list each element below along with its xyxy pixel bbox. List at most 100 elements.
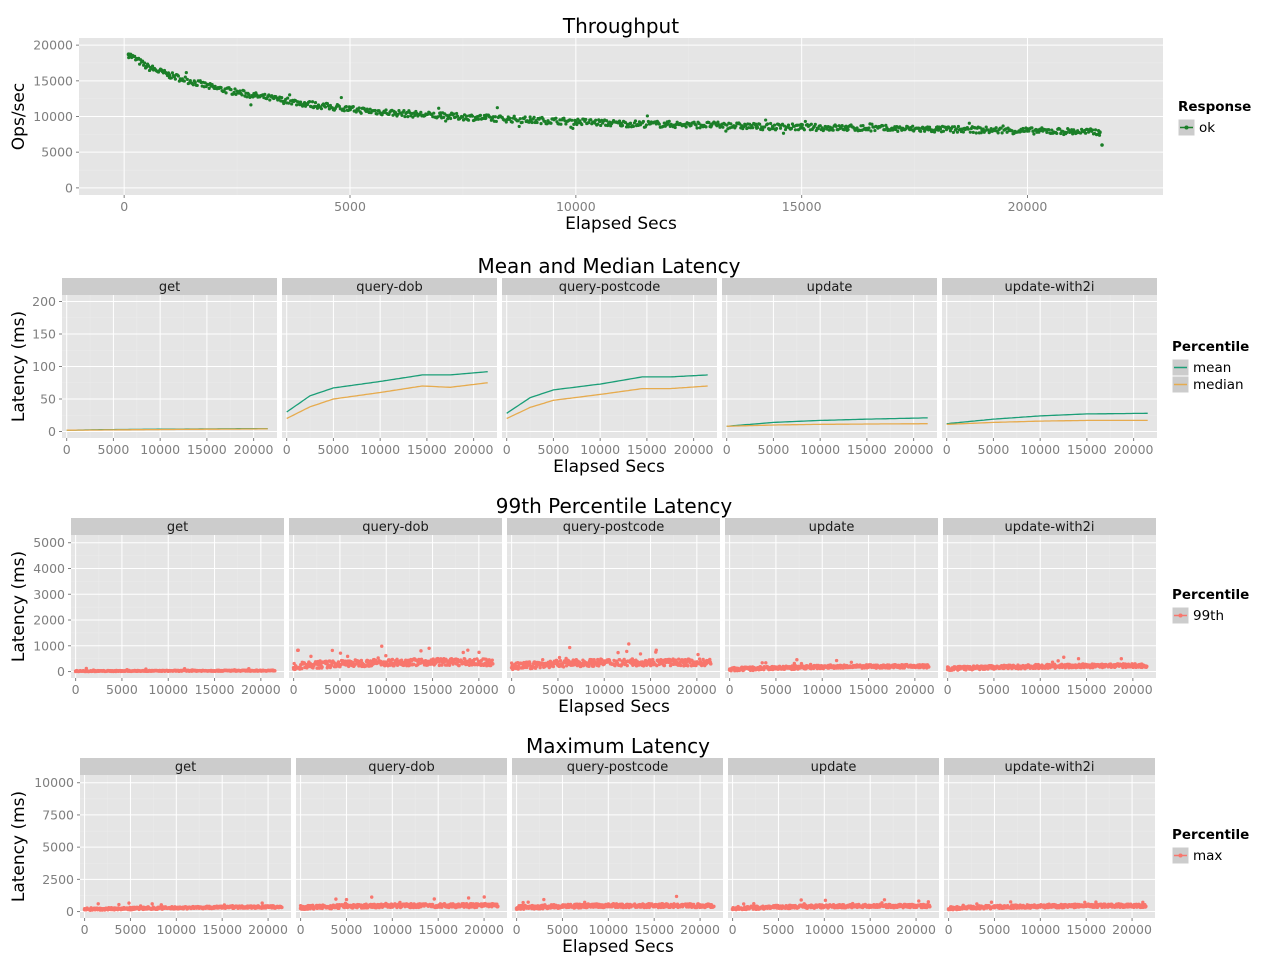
- scatter-point: [273, 669, 276, 672]
- scatter-point: [194, 81, 197, 84]
- x-tick-label: 10000: [802, 682, 842, 697]
- scatter-point: [511, 121, 514, 124]
- scatter-point: [627, 125, 630, 128]
- x-tick-label: 15000: [407, 442, 447, 457]
- panel-background: [71, 535, 284, 678]
- scatter-point: [764, 118, 767, 121]
- x-tick-label: 5000: [760, 682, 792, 697]
- scatter-point: [782, 132, 785, 135]
- scatter-point: [975, 131, 978, 134]
- facet-label: get: [167, 520, 188, 535]
- x-tick-label: 15000: [782, 199, 822, 214]
- scatter-point: [391, 114, 394, 117]
- scatter-point: [219, 86, 222, 89]
- scatter-point: [519, 117, 522, 120]
- scatter-point: [249, 103, 252, 106]
- y-tick-label: 150: [32, 327, 56, 342]
- x-tick-label: 5000: [542, 682, 574, 697]
- scatter-point: [479, 114, 482, 117]
- x-tick-label: 5000: [763, 922, 795, 937]
- scatter-point: [835, 125, 838, 128]
- chart-title: Mean and Median Latency: [478, 254, 741, 278]
- facet-label: get: [159, 280, 180, 295]
- y-tick-label: 200: [32, 294, 56, 309]
- scatter-point: [167, 71, 170, 74]
- scatter-point: [403, 115, 406, 118]
- facet-label: get: [175, 760, 196, 775]
- scatter-point: [183, 79, 186, 82]
- scatter-point: [484, 117, 487, 120]
- scatter-point: [873, 129, 876, 132]
- scatter-point: [773, 123, 776, 126]
- facet-label: query-postcode: [563, 520, 664, 535]
- scatter-point: [174, 78, 177, 81]
- scatter-point: [380, 645, 383, 648]
- scatter-point: [177, 74, 180, 77]
- x-tick-label: 10000: [1020, 442, 1060, 457]
- scatter-point: [646, 114, 649, 117]
- x-tick-label: 5000: [978, 442, 1010, 457]
- scatter-point: [850, 661, 853, 664]
- legend-title: Percentile: [1172, 587, 1249, 603]
- scatter-point: [314, 101, 317, 104]
- legend: Percentile 99th: [1172, 587, 1249, 624]
- scatter-point: [436, 115, 439, 118]
- scatter-point: [704, 125, 707, 128]
- panel-background: [296, 775, 507, 918]
- legend-label: mean: [1193, 360, 1231, 376]
- scatter-point: [605, 119, 608, 122]
- legend-label: 99th: [1193, 608, 1224, 624]
- scatter-point: [391, 658, 394, 661]
- x-tick-label: 10000: [556, 199, 596, 214]
- scatter-point: [968, 122, 971, 125]
- scatter-point: [571, 127, 574, 130]
- scatter-point: [642, 120, 645, 123]
- legend-label: ok: [1199, 120, 1215, 136]
- scatter-point: [402, 109, 405, 112]
- x-tick-label: 0: [63, 442, 71, 457]
- scatter-point: [483, 895, 486, 898]
- x-tick-label: 0: [120, 199, 128, 214]
- x-tick-label: 5000: [538, 442, 570, 457]
- x-tick-label: 10000: [156, 922, 196, 937]
- scatter-point: [967, 128, 970, 131]
- legend-title: Percentile: [1172, 339, 1249, 355]
- scatter-point: [529, 115, 532, 118]
- y-tick-label: 0: [48, 424, 56, 439]
- x-tick-label: 5000: [98, 442, 130, 457]
- scatter-point: [539, 122, 542, 125]
- panel-background: [289, 535, 502, 678]
- scatter-point: [685, 125, 688, 128]
- chart-title: 99th Percentile Latency: [496, 494, 733, 518]
- y-tick-label: 10000: [34, 775, 74, 790]
- y-tick-label: 0: [66, 904, 74, 919]
- scatter-point: [352, 105, 355, 108]
- scatter-point: [1030, 126, 1033, 129]
- x-tick-label: 5000: [334, 199, 366, 214]
- y-axis-label: Latency (ms): [9, 311, 29, 422]
- scatter-point: [632, 125, 635, 128]
- x-tick-label: 0: [503, 442, 511, 457]
- scatter-point: [308, 100, 311, 103]
- scatter-point: [824, 899, 827, 902]
- x-tick-label: 5000: [324, 682, 356, 697]
- scatter-point: [621, 124, 624, 127]
- scatter-point: [707, 121, 710, 124]
- x-tick-label: 10000: [584, 682, 624, 697]
- scatter-point: [521, 121, 524, 124]
- scatter-point: [340, 96, 343, 99]
- x-tick-label: 20000: [464, 922, 504, 937]
- x-tick-label: 5000: [758, 442, 790, 457]
- scatter-point: [769, 122, 772, 125]
- scatter-point: [997, 131, 1000, 134]
- facet-label: query-postcode: [559, 280, 660, 295]
- x-tick-label: 20000: [1113, 682, 1153, 697]
- x-tick-label: 20000: [454, 442, 494, 457]
- scatter-point: [345, 898, 348, 901]
- scatter-point: [437, 107, 440, 110]
- scatter-point: [1032, 132, 1035, 135]
- scatter-point: [729, 122, 732, 125]
- scatter-point: [552, 665, 555, 668]
